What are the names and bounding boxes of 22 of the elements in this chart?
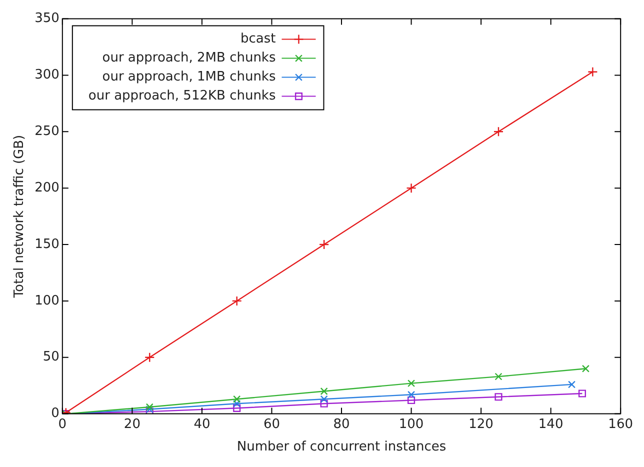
legend-label: our approach, 512KB chunks (88, 88, 276, 104)
x-tick-label: 120 (468, 416, 494, 432)
x-tick-label: 100 (398, 416, 424, 432)
x-tick-label: 60 (263, 416, 280, 432)
x-tick-label: 20 (124, 416, 140, 432)
legend-label: our approach, 2MB chunks (102, 50, 276, 66)
x-tick-label: 80 (333, 416, 350, 432)
x-tick-label: 140 (538, 416, 564, 432)
y-tick-label: 200 (34, 180, 60, 196)
legend-label: our approach, 1MB chunks (102, 70, 276, 85)
x-tick-label: 40 (194, 416, 210, 432)
y-tick-label: 150 (34, 236, 60, 252)
x-tick-label: 160 (608, 416, 634, 432)
y-axis-title: Total network traffic (GB) (12, 134, 28, 299)
y-tick-label: 350 (34, 11, 60, 26)
y-tick-label: 100 (34, 293, 60, 308)
y-tick-label: 250 (34, 124, 60, 140)
y-tick-label: 50 (42, 350, 60, 365)
y-tick-label: 0 (51, 406, 60, 422)
x-axis-title: Number of concurrent instances (236, 440, 446, 455)
y-tick-label: 300 (34, 68, 60, 83)
legend-label: bcast (240, 32, 276, 47)
